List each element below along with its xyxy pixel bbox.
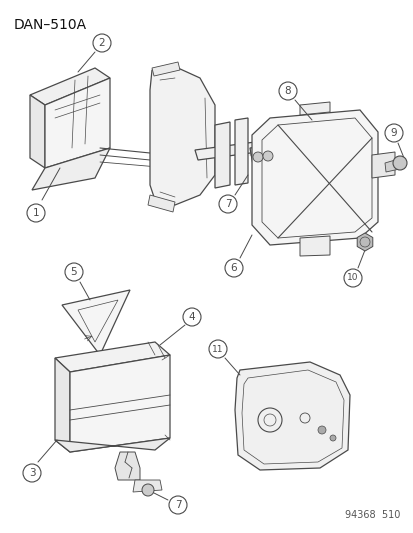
Text: 7: 7 (224, 199, 231, 209)
Polygon shape (384, 158, 403, 172)
Circle shape (384, 124, 402, 142)
Polygon shape (150, 68, 214, 205)
Circle shape (218, 195, 236, 213)
Polygon shape (371, 152, 394, 178)
Circle shape (27, 204, 45, 222)
Circle shape (65, 263, 83, 281)
Polygon shape (55, 342, 170, 372)
Text: 11: 11 (212, 344, 223, 353)
Polygon shape (356, 233, 372, 251)
Polygon shape (55, 438, 170, 452)
Text: 9: 9 (390, 128, 396, 138)
Polygon shape (214, 122, 230, 188)
Circle shape (343, 269, 361, 287)
Circle shape (93, 34, 111, 52)
Polygon shape (55, 358, 70, 452)
Polygon shape (133, 480, 161, 492)
Text: 4: 4 (188, 312, 195, 322)
Text: DAN–510A: DAN–510A (14, 18, 87, 32)
Text: 5: 5 (71, 267, 77, 277)
Polygon shape (235, 118, 247, 185)
Circle shape (252, 152, 262, 162)
Text: 6: 6 (230, 263, 237, 273)
Polygon shape (252, 110, 377, 245)
Polygon shape (299, 102, 329, 115)
Polygon shape (195, 142, 257, 160)
Polygon shape (115, 452, 140, 480)
Polygon shape (70, 355, 170, 452)
Circle shape (392, 156, 406, 170)
Circle shape (23, 464, 41, 482)
Text: 8: 8 (284, 86, 291, 96)
Circle shape (317, 426, 325, 434)
Polygon shape (249, 145, 277, 165)
Circle shape (209, 340, 226, 358)
Circle shape (169, 496, 187, 514)
Circle shape (329, 435, 335, 441)
Circle shape (183, 308, 201, 326)
Text: 7: 7 (174, 500, 181, 510)
Circle shape (224, 259, 242, 277)
Polygon shape (235, 362, 349, 470)
Text: 1: 1 (33, 208, 39, 218)
Polygon shape (62, 290, 130, 355)
Circle shape (278, 82, 296, 100)
Text: 10: 10 (347, 273, 358, 282)
Polygon shape (45, 78, 110, 168)
Polygon shape (30, 68, 110, 105)
Circle shape (262, 151, 272, 161)
Text: 3: 3 (28, 468, 35, 478)
Polygon shape (299, 236, 329, 256)
Text: 94368  510: 94368 510 (344, 510, 399, 520)
Text: 2: 2 (98, 38, 105, 48)
Polygon shape (30, 95, 45, 168)
Polygon shape (147, 195, 175, 212)
Polygon shape (152, 62, 180, 76)
Polygon shape (32, 148, 110, 190)
Circle shape (142, 484, 154, 496)
